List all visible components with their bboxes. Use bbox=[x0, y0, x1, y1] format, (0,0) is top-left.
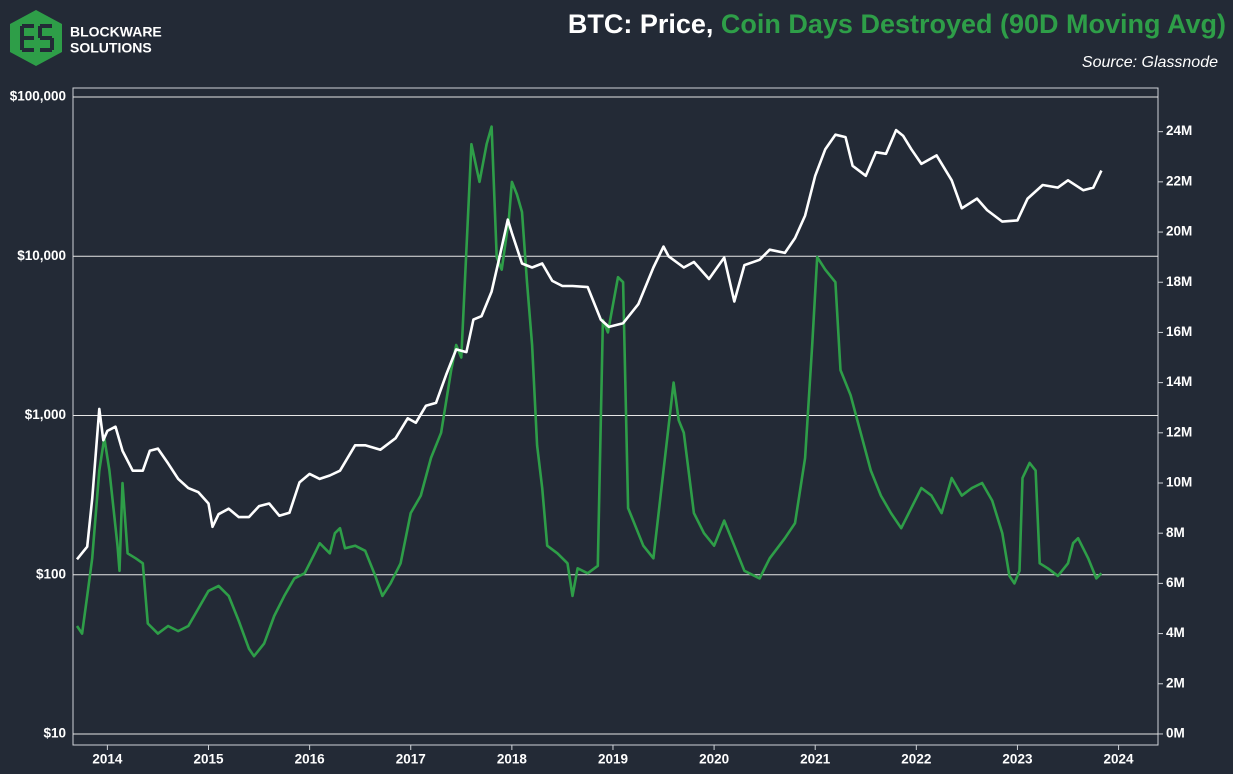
y2-tick-label: 20M bbox=[1166, 224, 1192, 239]
y2-tick-label: 8M bbox=[1166, 525, 1185, 540]
x-tick-label: 2022 bbox=[901, 752, 931, 767]
logo-icon bbox=[10, 10, 62, 66]
y2-tick-label: 0M bbox=[1166, 726, 1185, 741]
x-tick-label: 2017 bbox=[396, 752, 426, 767]
logo-text: SOLUTIONS bbox=[70, 40, 152, 56]
y2-tick-label: 14M bbox=[1166, 374, 1192, 389]
x-tick-label: 2023 bbox=[1002, 752, 1033, 767]
y2-tick-label: 18M bbox=[1166, 274, 1192, 289]
plot-frame bbox=[72, 87, 1159, 746]
y-tick-label: $10,000 bbox=[17, 248, 66, 263]
y2-tick-label: 22M bbox=[1166, 173, 1192, 188]
y2-tick-label: 16M bbox=[1166, 324, 1192, 339]
y2-tick-label: 4M bbox=[1166, 625, 1185, 640]
x-tick-label: 2020 bbox=[699, 752, 729, 767]
title-part: Coin Days Destroyed (90D Moving Avg) bbox=[721, 9, 1226, 39]
x-tick-label: 2018 bbox=[497, 752, 528, 767]
series-line bbox=[75, 125, 1103, 658]
y2-tick-label: 10M bbox=[1166, 475, 1192, 490]
y-tick-label: $1,000 bbox=[25, 407, 66, 422]
y-tick-label: $10 bbox=[43, 726, 66, 741]
title-part: BTC: Price, bbox=[568, 9, 714, 39]
series-line bbox=[75, 128, 1103, 561]
y2-tick-label: 6M bbox=[1166, 575, 1185, 590]
x-tick-label: 2021 bbox=[800, 752, 831, 767]
x-tick-label: 2024 bbox=[1104, 752, 1135, 767]
x-tick-label: 2014 bbox=[92, 752, 123, 767]
y-tick-label: $100 bbox=[36, 566, 66, 581]
logo: BLOCKWARE SOLUTIONS bbox=[10, 10, 162, 66]
y2-tick-label: 2M bbox=[1166, 675, 1185, 690]
chart-title: BTC: Price, Coin Days Destroyed (90D Mov… bbox=[568, 9, 1226, 39]
y-tick-label: $100,000 bbox=[10, 89, 66, 104]
logo-text: BLOCKWARE bbox=[70, 24, 162, 40]
x-tick-label: 2016 bbox=[295, 752, 326, 767]
y2-tick-label: 12M bbox=[1166, 424, 1192, 439]
x-tick-label: 2019 bbox=[598, 752, 628, 767]
y2-tick-label: 24M bbox=[1166, 123, 1192, 138]
source: Source: Glassnode bbox=[1082, 54, 1218, 71]
logo-mark bbox=[20, 24, 54, 52]
x-tick-label: 2015 bbox=[193, 752, 224, 767]
